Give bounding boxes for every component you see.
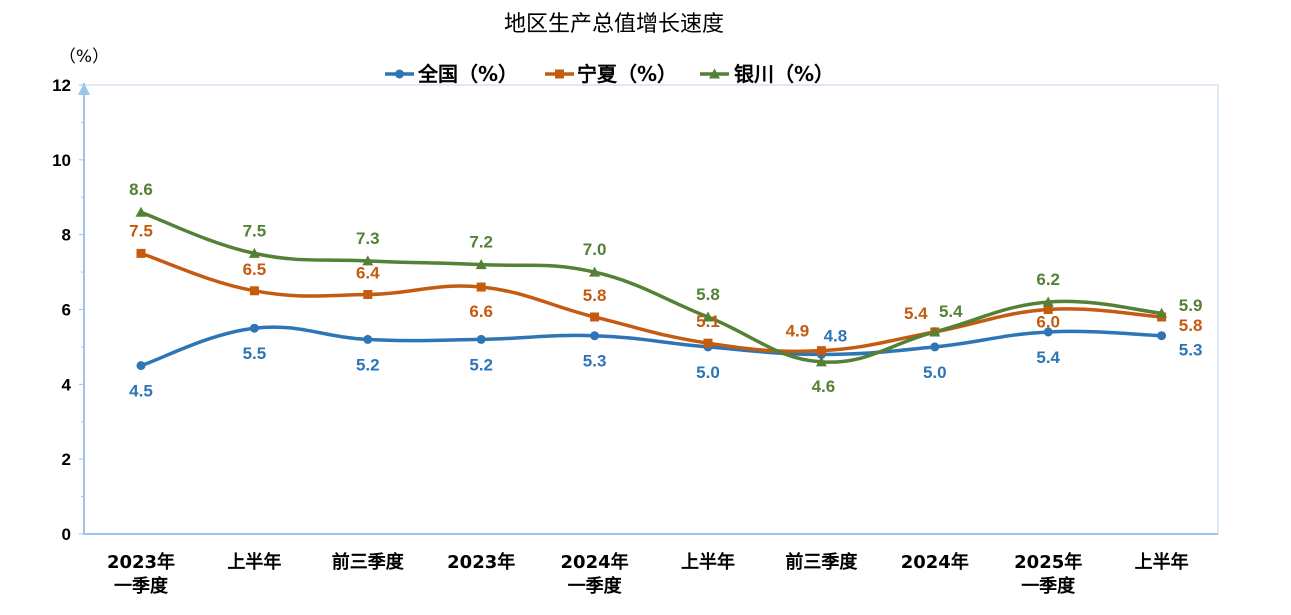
x-tick-label: 2025年一季度 (1014, 551, 1082, 597)
data-label: 6.5 (243, 260, 267, 279)
data-point-triangle (362, 255, 374, 266)
x-tick-label: 2023年一季度 (107, 551, 175, 597)
data-point-triangle (589, 266, 601, 277)
data-label: 6.4 (356, 264, 380, 283)
data-label: 5.4 (1036, 348, 1060, 367)
data-point-triangle (1042, 296, 1054, 307)
data-label: 6.0 (1036, 313, 1060, 332)
data-label: 7.5 (243, 221, 267, 240)
legend-marker-circle (395, 69, 404, 79)
data-label: 7.2 (469, 233, 493, 252)
series-line-3 (139, 210, 1164, 364)
data-labels: 4.5 5.5 5.2 5.2 5.3 5.0 4.8 5.0 5.4 5.3 7.5 6.5 6.4 6… (129, 180, 1202, 400)
x-tick-label: 前三季度 (332, 551, 405, 573)
x-tick-label: 上半年 (227, 551, 281, 573)
data-label: 5.2 (356, 355, 380, 374)
data-label: 6.6 (469, 302, 493, 321)
data-label: 5.2 (469, 355, 493, 374)
data-label: 5.0 (696, 363, 720, 382)
data-label: 5.8 (1179, 316, 1203, 335)
x-tick-label: 2024年一季度 (561, 551, 629, 597)
legend-label: 全国（%） (417, 62, 518, 86)
data-point-triangle (475, 259, 487, 270)
y-axis-unit: （%） (59, 47, 109, 67)
data-point-triangle (1156, 307, 1168, 318)
data-point-square (590, 312, 600, 322)
data-point-circle (1157, 331, 1167, 341)
data-point-triangle (248, 247, 260, 258)
legend-marker-square (555, 69, 564, 79)
data-label: 7.5 (129, 221, 153, 240)
data-label: 7.3 (356, 229, 380, 248)
x-tick-label: 上半年 (681, 551, 735, 573)
data-point-circle (590, 331, 600, 341)
legend: 全国（%） 宁夏（%） 银川（%） (385, 62, 834, 86)
data-point-square (136, 248, 146, 258)
data-point-square (816, 346, 826, 356)
y-tick-label: 4 (62, 375, 72, 394)
data-point-circle (930, 342, 940, 352)
y-axis: 0 2 4 6 8 10 12 (52, 76, 90, 544)
y-tick-label: 12 (52, 76, 71, 95)
data-point-circle (249, 323, 259, 333)
data-label: 5.4 (904, 304, 928, 323)
data-point-triangle (929, 326, 941, 337)
x-tick-label: 2023年 (447, 551, 515, 573)
legend-marker-triangle (709, 68, 720, 79)
data-point-triangle (815, 356, 827, 367)
data-label: 4.9 (786, 322, 810, 341)
y-axis-arrow (78, 83, 90, 95)
data-label: 5.3 (583, 352, 607, 371)
y-tick-label: 8 (62, 226, 71, 245)
x-axis: 2023年一季度 上半年 前三季度 2023年 2024年一季度 上半年 前三季度 2024年… (84, 533, 1218, 597)
y-tick-label: 0 (62, 525, 71, 544)
y-tick-label: 6 (62, 301, 71, 320)
data-point-circle (476, 334, 486, 344)
data-label: 4.6 (812, 377, 836, 396)
data-label: 5.0 (923, 363, 947, 382)
series-markers (135, 206, 1168, 371)
data-point-triangle (135, 206, 147, 217)
series-line-1 (139, 325, 1164, 368)
x-tick-label: 2024年 (901, 551, 969, 573)
x-tick-label: 前三季度 (785, 551, 858, 573)
data-label: 5.8 (583, 286, 607, 305)
data-label: 4.5 (129, 382, 153, 401)
data-label: 5.5 (243, 344, 267, 363)
data-label: 5.9 (1179, 296, 1203, 315)
data-point-circle (1043, 327, 1053, 337)
data-point-circle (363, 334, 373, 344)
data-point-square (476, 282, 486, 292)
data-label: 5.8 (696, 285, 720, 304)
chart-title: 地区生产总值增长速度 (504, 12, 724, 37)
data-label: 7.0 (583, 240, 607, 259)
data-point-square (703, 338, 713, 348)
data-point-triangle (702, 311, 714, 322)
data-label: 8.6 (129, 180, 153, 199)
series-lines (139, 210, 1164, 368)
legend-label: 宁夏（%） (577, 62, 677, 86)
data-label: 5.1 (696, 312, 720, 331)
legend-label: 银川（%） (734, 62, 834, 86)
data-point-circle (136, 361, 146, 371)
data-point-square (249, 286, 259, 296)
data-point-square (1043, 305, 1053, 314)
data-label: 6.2 (1036, 270, 1060, 289)
y-tick-label: 2 (62, 450, 71, 469)
x-tick-label: 上半年 (1135, 551, 1189, 573)
data-label: 5.4 (939, 302, 963, 321)
series-line-2 (139, 251, 1164, 354)
data-label: 4.8 (824, 326, 848, 345)
data-point-square (363, 290, 373, 300)
data-label: 5.3 (1179, 341, 1203, 360)
y-tick-label: 10 (52, 151, 71, 170)
